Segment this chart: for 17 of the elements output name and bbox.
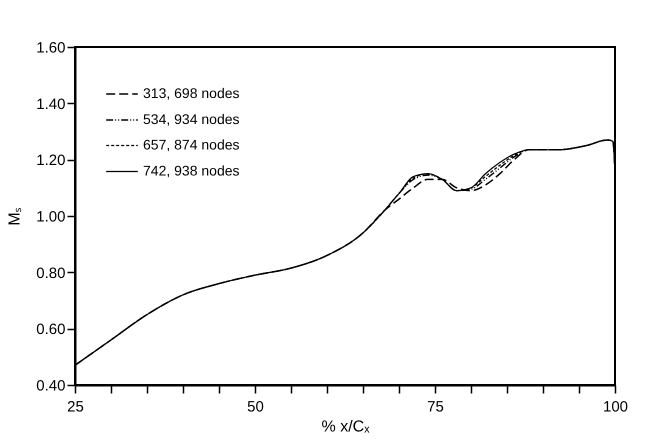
legend-label: 657, 874 nodes (143, 136, 240, 152)
x-tick-label: 25 (67, 398, 84, 416)
x-tick-label: 100 (602, 398, 628, 416)
legend-label: 313, 698 nodes (143, 85, 240, 101)
y-tick-label: 0.60 (36, 321, 66, 338)
legend-label: 742, 938 nodes (143, 162, 240, 178)
y-tick-label: 0.80 (36, 264, 66, 282)
y-tick-label: 0.40 (36, 378, 66, 394)
x-axis-title: % x/Cₓ (322, 418, 370, 436)
x-tick-label: 75 (427, 398, 444, 416)
y-tick-label: 1.60 (36, 40, 66, 56)
y-tick-label: 1.40 (36, 96, 66, 113)
y-tick-label: 1.00 (36, 208, 66, 226)
y-tick-label: 1.20 (36, 152, 66, 170)
legend-label: 534, 934 nodes (143, 111, 240, 127)
x-tick-label: 50 (247, 398, 264, 416)
y-axis-title: Mₛ (6, 207, 24, 226)
